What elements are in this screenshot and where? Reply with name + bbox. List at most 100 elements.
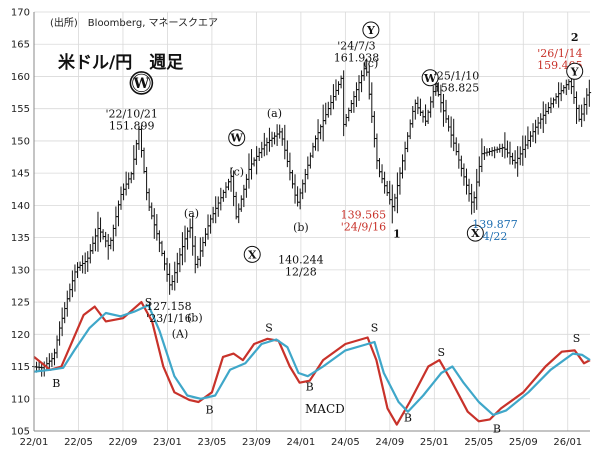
annotation-line: '23/1/16 (146, 312, 191, 325)
signal-line (33, 304, 591, 416)
annotation-line: 12/28 (285, 265, 317, 278)
wave-circle-text: W (423, 72, 437, 85)
annotation-label: B (493, 422, 501, 435)
annotation-label: 140.244 12/28 (278, 253, 324, 278)
x-tick-label: 25/09 (509, 437, 538, 448)
annotation-label: '25/1/10 158.825 (434, 70, 480, 95)
annotation-label: (a) (267, 107, 282, 120)
annotation-line: 140.244 (278, 253, 324, 266)
macd-label: MACD (305, 402, 345, 416)
x-tick-label: 25/05 (464, 437, 493, 448)
x-tick-label: 22/05 (64, 437, 93, 448)
annotation-line: S (437, 346, 445, 359)
annotation-line: '26/1/14 (537, 47, 582, 60)
annotation-label: (c) (364, 57, 379, 70)
x-tick-label: 23/01 (153, 437, 182, 448)
annotation-label: B (404, 411, 412, 424)
x-tick-label: 24/05 (331, 437, 360, 448)
annotation-line: (A) (172, 328, 189, 341)
x-tick-label: 23/09 (242, 437, 271, 448)
annotation-label: 2 (571, 31, 579, 44)
annotation-label: 139.877 4/22 (472, 218, 518, 243)
wave-circle-text: Y (366, 24, 375, 37)
wave-circle-text: X (248, 248, 257, 261)
x-tick-label: 25/01 (420, 437, 449, 448)
annotation-line: '22/10/21 (106, 108, 158, 121)
y-tick-label: 165 (11, 40, 30, 51)
macd-layer (33, 301, 591, 426)
y-tick-label: 125 (11, 298, 30, 309)
wave-circle-label: W (228, 129, 246, 147)
annotation-line: '24/7/3 (337, 39, 375, 52)
wave-circle-label: X (243, 245, 261, 263)
annotation-label: '24/7/3 161.938 (334, 39, 380, 64)
annotation-line: 139.565 (341, 208, 387, 221)
wave-circle-label: W (421, 69, 439, 87)
y-tick-label: 120 (11, 330, 30, 341)
annotation-layer: W'22/10/21 151.899127.158'23/1/16(b)(a)(A… (52, 21, 584, 435)
x-tick-label: 24/09 (375, 437, 404, 448)
chart-title: 米ドル/円 週足 (58, 52, 183, 73)
annotation-label: 1 (393, 228, 401, 241)
annotation-line: (b) (293, 221, 309, 234)
y-tick-label: 145 (11, 169, 30, 180)
annotation-line: 139.877 (472, 218, 518, 231)
y-tick-label: 130 (11, 265, 30, 276)
annotation-line: S (265, 322, 273, 335)
y-tick-label: 135 (11, 233, 30, 244)
annotation-line: B (493, 422, 501, 435)
annotation-label: S (573, 332, 581, 345)
source-note: (出所) Bloomberg, マネースクエア (50, 16, 218, 29)
annotation-label: 139.565'24/9/16 (341, 208, 387, 233)
wave-circle-text: W (230, 132, 244, 145)
annotation-line: S (573, 332, 581, 345)
y-tick-label: 105 (11, 427, 30, 438)
y-tick-label: 160 (11, 72, 30, 83)
annotation-line: B (52, 377, 60, 390)
annotation-label: '22/10/21 151.899 (106, 108, 158, 133)
annotation-label: S (371, 322, 379, 335)
x-tick-label: 23/05 (198, 437, 227, 448)
y-tick-label: 110 (11, 394, 30, 405)
annotation-line: 158.825 (434, 82, 480, 95)
ohlc-bar (587, 79, 592, 107)
annotation-line: 161.938 (334, 51, 380, 64)
annotation-label: B (206, 404, 214, 417)
wave-circle-text: W (133, 76, 150, 92)
annotation-line: S (145, 296, 153, 309)
y-tick-label: 140 (11, 201, 30, 212)
annotation-line: 151.899 (109, 120, 155, 133)
annotation-label: B (52, 377, 60, 390)
annotation-label: S (145, 296, 153, 309)
wave-circle-text: X (471, 227, 480, 240)
annotation-line: 4/22 (483, 230, 508, 243)
annotation-line: (a) (267, 107, 282, 120)
x-tick-label: 22/01 (20, 437, 49, 448)
annotation-line: B (404, 411, 412, 424)
annotation-line: 127.158 (146, 300, 192, 313)
annotation-label: 127.158'23/1/16 (146, 300, 192, 325)
annotation-line: '24/9/16 (341, 220, 386, 233)
axes-layer: 105 110 115 120 125 130 135 140 145 150 155 160 165 1… (11, 8, 590, 448)
annotation-label: S (265, 322, 273, 335)
wave-circle-label: Y (566, 62, 584, 80)
annotation-line: '25/1/10 (434, 70, 479, 83)
annotation-label: (a) (184, 207, 199, 220)
annotation-label: (b) (187, 311, 203, 324)
annotation-line: 2 (571, 31, 579, 44)
wave-circle-text: Y (570, 65, 579, 78)
annotation-line: (a) (184, 207, 199, 220)
annotation-line: B (306, 380, 314, 393)
wave-circle-label: Y (362, 21, 380, 39)
annotation-label: (b) (293, 221, 309, 234)
y-tick-label: 150 (11, 136, 30, 147)
annotation-label: B (306, 380, 314, 393)
annotation-line: S (371, 322, 379, 335)
x-tick-label: 26/01 (553, 437, 582, 448)
annotation-label: (A) (172, 328, 189, 341)
y-tick-label: 115 (11, 362, 30, 373)
x-tick-label: 24/01 (286, 437, 315, 448)
x-tick-label: 22/09 (109, 437, 138, 448)
annotation-line: (b) (187, 311, 203, 324)
